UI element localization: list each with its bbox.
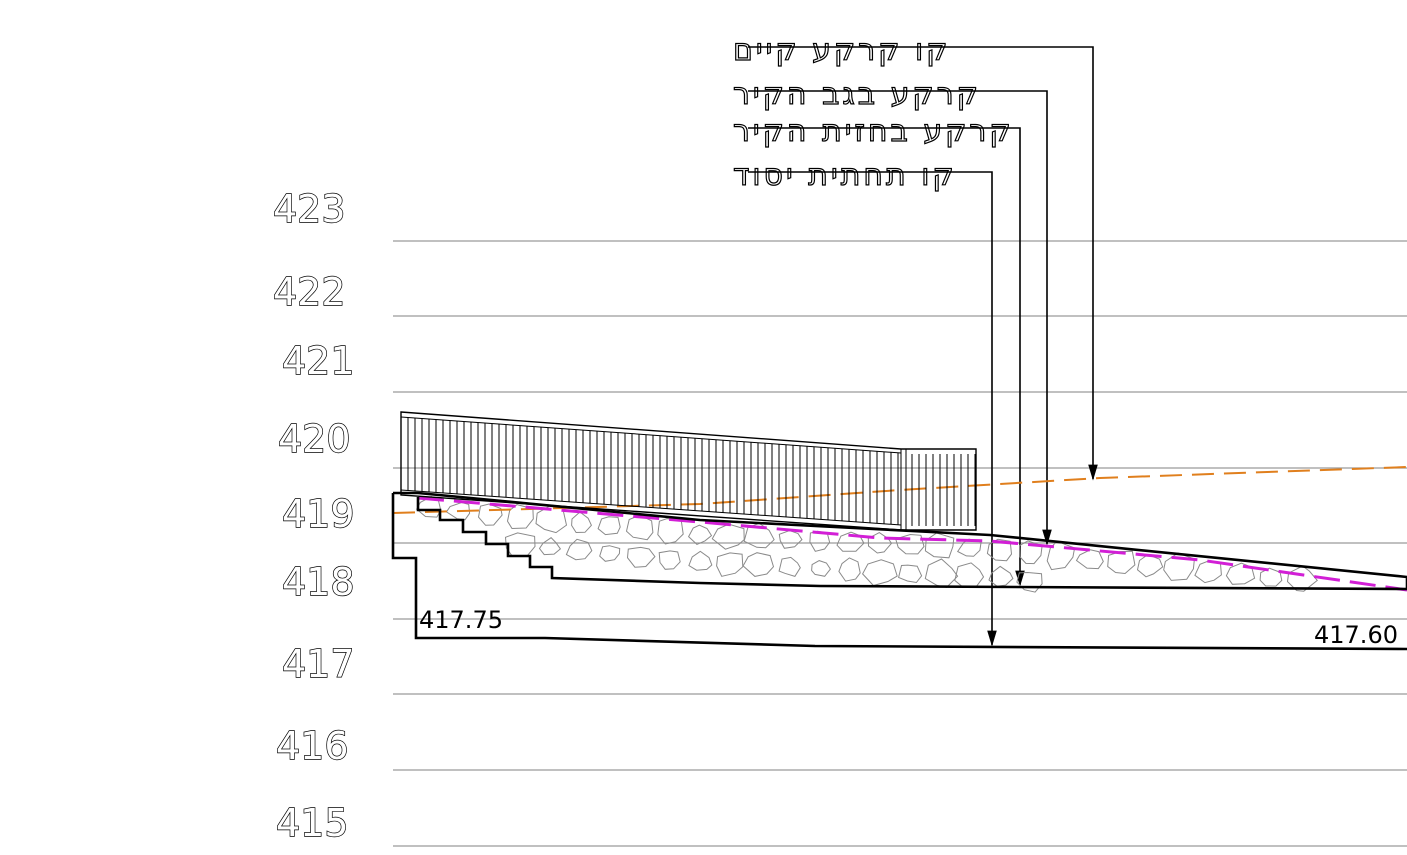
stone-shape: [811, 560, 832, 577]
elevation-label-422: 422: [273, 270, 346, 314]
stone-shape: [626, 546, 656, 568]
stone-shape: [743, 522, 775, 549]
stone-shape: [565, 538, 593, 561]
callout-existing-ground: קו קרקע קיים: [733, 33, 950, 68]
stone-shape: [687, 524, 713, 545]
stone-shape: [711, 523, 745, 550]
front-ground-line: [417, 496, 1407, 592]
stone-shape: [1286, 565, 1319, 592]
callout-foundation-bottom: קו תחתית יסוד: [733, 158, 957, 193]
stone-shape: [895, 533, 925, 555]
foundation-level-left: 417.75: [419, 606, 503, 634]
elevation-label-423: 423: [273, 187, 346, 231]
stone-shape: [688, 550, 713, 571]
ground-surface-line: [393, 491, 1407, 589]
leader-ground-behind-wall: [748, 90, 1052, 546]
leader-lines: [748, 46, 1098, 647]
stepped-wall-profile: [416, 497, 1407, 591]
stone-shape: [861, 559, 898, 587]
elevation-label-417: 417: [282, 642, 355, 686]
stone-shape: [838, 557, 861, 582]
stone-shape: [477, 503, 503, 526]
elevation-label-418: 418: [282, 560, 355, 604]
stone-shape: [898, 564, 923, 584]
stone-shape: [986, 538, 1013, 562]
stone-shape: [599, 545, 621, 562]
stone-shape: [1075, 549, 1104, 570]
callout-ground-front-wall: קרקע בחזית הקיר: [733, 114, 1014, 149]
stone-shape: [988, 565, 1014, 587]
stone-shape: [1107, 550, 1136, 575]
callout-labels: קו קרקע קיים קרקע בגב הקיר קרקע בחזית הק…: [732, 32, 1014, 193]
stone-shape: [538, 537, 562, 556]
railing-top-bar: [400, 416, 902, 454]
stone-shape: [1136, 554, 1164, 578]
stone-shape: [778, 556, 801, 577]
retaining-wall-outline: [391, 491, 1407, 651]
foundation-level-right: 417.60: [1314, 621, 1398, 649]
stone-shape: [1194, 560, 1222, 584]
existing-ground-line: [392, 466, 1407, 514]
railing-bottom-bar: [400, 489, 902, 526]
stone-shape: [742, 552, 775, 577]
stone-shape: [954, 562, 985, 589]
leader-foundation-bottom: [748, 171, 997, 647]
elevation-label-420: 420: [278, 417, 351, 461]
stone-shape: [924, 532, 955, 559]
leader-ground-front-wall: [748, 127, 1025, 587]
railing: [400, 411, 977, 531]
callout-ground-behind-wall: קרקע בגב הקיר: [733, 77, 981, 112]
stone-shape: [716, 552, 744, 577]
stone-shape: [658, 550, 681, 570]
elevation-label-416: 416: [276, 724, 349, 768]
stone-shape: [1259, 567, 1283, 587]
stone-shape: [924, 558, 959, 588]
leader-existing-ground: [748, 46, 1098, 481]
elevation-grid: [393, 240, 1407, 847]
elevation-label-415: 415: [276, 801, 349, 845]
stone-shape: [597, 516, 621, 536]
stone-shape: [1016, 571, 1043, 593]
elevation-label-419: 419: [282, 492, 355, 536]
elevation-labels: 423 422 421 420 419 418 417 416 415: [272, 186, 355, 845]
stone-shape: [657, 518, 684, 545]
stone-shape: [778, 529, 803, 549]
elevation-label-421: 421: [282, 339, 355, 383]
foundation-outline: [391, 493, 1407, 651]
stone-shape: [571, 511, 592, 534]
stone-shape: [504, 532, 536, 557]
stone-shape: [625, 514, 654, 541]
